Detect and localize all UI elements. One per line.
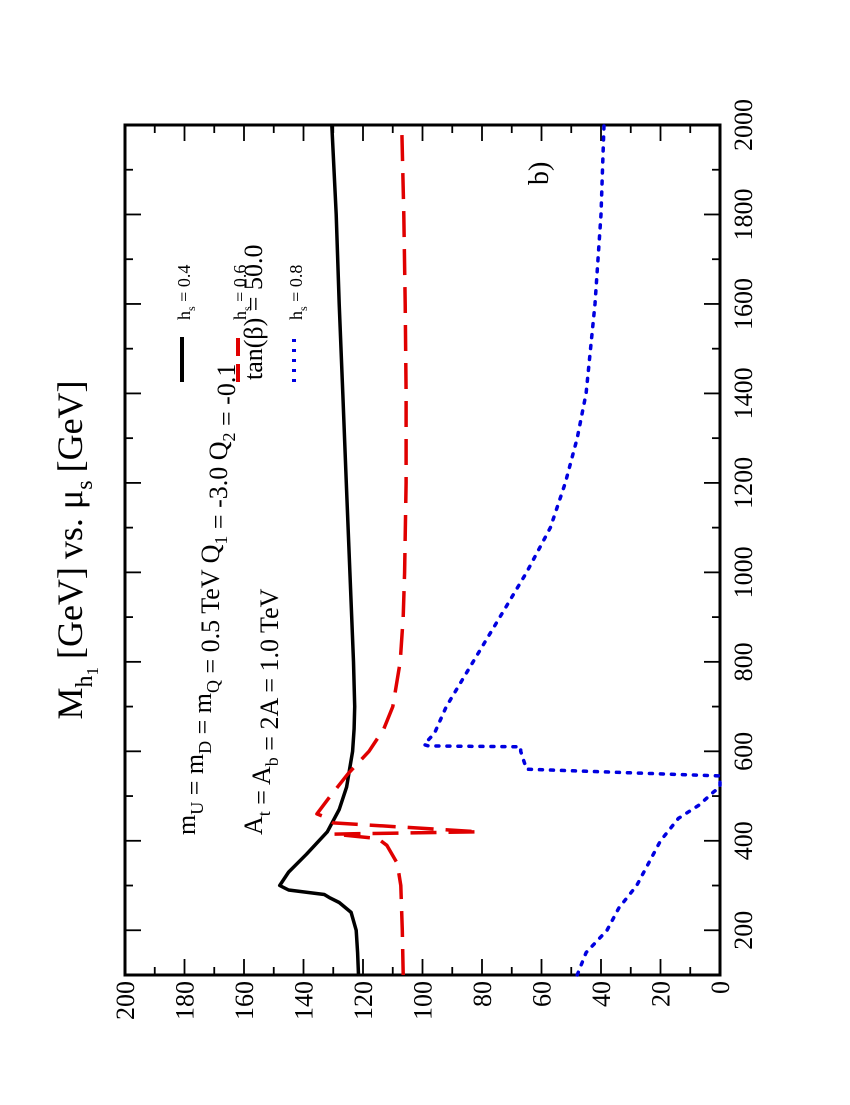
y-tick-label: 100 <box>409 981 438 1020</box>
y-tick-label: 200 <box>111 981 140 1020</box>
tick-labels: 200 400 600 800 1000 1200 1400 1600 1800 2000 0 20 4… <box>111 99 758 1020</box>
y-tick-label: 140 <box>290 981 319 1020</box>
x-tick-label: 1600 <box>729 278 758 330</box>
x-tick-label: 200 <box>729 911 758 950</box>
panel-label: b) <box>524 162 555 185</box>
axis-ticks <box>125 124 720 975</box>
x-tick-label: 1000 <box>729 546 758 598</box>
x-tick-label: 1400 <box>729 367 758 419</box>
x-tick-label: 600 <box>729 732 758 771</box>
y-tick-label: 60 <box>528 981 557 1007</box>
y-tick-label: 180 <box>171 981 200 1020</box>
legend-label-3: hs = 0.8 <box>286 265 310 320</box>
series-layer <box>277 123 722 977</box>
legend: hs = 0.4 hs = 0.6 hs = 0.8 <box>174 265 310 382</box>
legend-label-2: hs = 0.6 <box>230 265 254 320</box>
y-tick-label: 160 <box>230 981 259 1020</box>
series-line-1 <box>277 124 361 976</box>
chart-title: Mh1[GeV]vs. μs[GeV] <box>50 380 102 719</box>
x-tick-label: 400 <box>729 821 758 860</box>
y-tick-label: 40 <box>587 981 616 1007</box>
y-tick-label: 120 <box>349 981 378 1020</box>
legend-label-1: hs = 0.4 <box>174 265 198 320</box>
y-tick-label: 20 <box>647 981 676 1007</box>
y-tick-label: 0 <box>706 981 735 994</box>
x-tick-label: 2000 <box>729 99 758 151</box>
annotation-tanbeta: tan(β) = 50.0 <box>239 245 268 380</box>
x-tick-label: 1800 <box>729 188 758 240</box>
series-line-2 <box>315 124 481 976</box>
x-tick-label: 800 <box>729 642 758 681</box>
series-line-3 <box>422 123 722 977</box>
annotation-trilinear: At = Ab = 2A = 1.0 TeV <box>239 588 284 835</box>
y-tick-label: 80 <box>468 981 497 1007</box>
x-tick-label: 1200 <box>729 457 758 509</box>
annotation-masses: mU = mD = mQ = 0.5 TeV Q1 = -3.0 Q2 = -0… <box>172 364 241 835</box>
